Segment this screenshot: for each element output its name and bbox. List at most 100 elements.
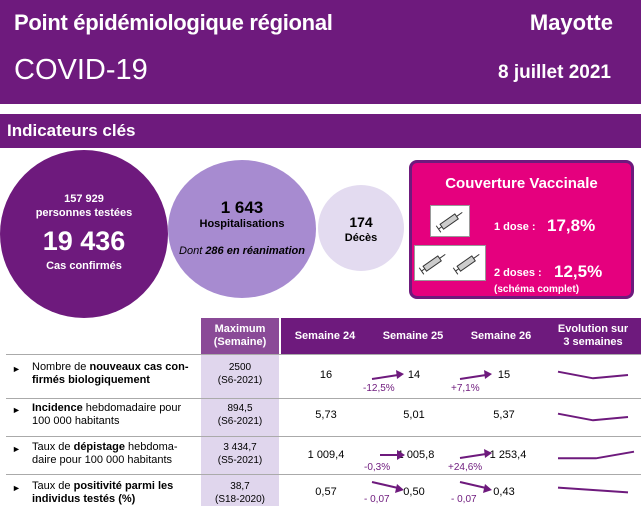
- value-w25: 14: [407, 369, 421, 381]
- icu-suffix: en réanimation: [223, 245, 305, 257]
- syringe-icon: [414, 245, 486, 281]
- header-evolution: Evolution sur 3 semaines: [545, 318, 641, 354]
- arrow-icon: [459, 370, 492, 380]
- label-bold: dépistage: [73, 441, 125, 453]
- label-pre: Taux de: [32, 480, 74, 492]
- trend-sparkline: [557, 486, 629, 494]
- cases-circle: 157 929 personnes testées 19 436 Cas con…: [0, 150, 168, 318]
- arrow-icon: [459, 481, 492, 493]
- value-w26: 15: [497, 369, 511, 381]
- header-max-line1: Maximum: [214, 323, 266, 335]
- max-cell: 2500 (S6-2021): [201, 361, 279, 387]
- deaths-circle: 174 Décès: [318, 185, 404, 271]
- trend-sparkline: [557, 370, 629, 380]
- report-date: 8 juillet 2021: [497, 62, 611, 83]
- row-divider: [6, 474, 641, 475]
- change-w26: - 0,07: [451, 494, 477, 505]
- max-value: 2500: [228, 362, 252, 373]
- section-title: Indicateurs clés: [7, 121, 136, 140]
- dose1-value: 17,8%: [547, 216, 596, 235]
- header-banner: Point épidémiologique régional Mayotte C…: [0, 0, 641, 104]
- value-w24: 0,57: [315, 486, 337, 498]
- sparkline-path: [557, 450, 635, 460]
- max-week: (S18-2020): [214, 494, 266, 505]
- page-subtitle: COVID-19: [14, 54, 148, 86]
- row-bullet: ►: [12, 364, 21, 374]
- sparkline-path: [557, 412, 629, 422]
- dose2-value: 12,5%: [554, 262, 603, 281]
- cases-label: Cas confirmés: [46, 260, 122, 272]
- vaccination-card: Couverture Vaccinale 1 dose : 17,8% 2 do…: [409, 160, 634, 299]
- label-bold: Incidence: [32, 402, 83, 414]
- value-w26: 5,37: [493, 409, 515, 421]
- region-name: Mayotte: [529, 10, 613, 35]
- row-bullet: ►: [12, 444, 21, 454]
- label-pre: Taux de: [32, 441, 74, 453]
- max-cell: 3 434,7 (S5-2021): [201, 441, 279, 467]
- value-w25: 0,50: [403, 486, 425, 498]
- change-w26: +7,1%: [451, 383, 480, 394]
- max-value: 894,5: [227, 403, 253, 414]
- page-title: Point épidémiologique régional: [14, 10, 333, 35]
- header-week24: Semaine 24: [281, 318, 369, 354]
- arrow-icon: [380, 450, 405, 460]
- header-max-line2: (Semaine): [213, 336, 267, 348]
- trend-sparkline: [557, 450, 635, 460]
- indicator-label: Taux de positivité parmi les individus t…: [32, 480, 200, 506]
- syringe-icon: [430, 205, 470, 237]
- max-cell: 38,7 (S18-2020): [201, 480, 279, 506]
- sparkline-path: [557, 486, 629, 494]
- arrow-icon: [371, 481, 404, 493]
- row-divider: [6, 398, 641, 399]
- max-value: 38,7: [230, 481, 250, 492]
- arrow-icon: [459, 449, 492, 459]
- sparkline-path: [557, 370, 629, 380]
- value-w26: 0,43: [493, 486, 515, 498]
- label-pre: Nombre de: [32, 361, 90, 373]
- trend-sparkline: [557, 412, 629, 422]
- label-post: parmi les individus testés (%): [32, 480, 174, 505]
- icu-value: 286: [205, 245, 224, 257]
- max-week: (S6-2021): [217, 375, 263, 386]
- arrow-icon: [371, 370, 404, 380]
- vaccination-title: Couverture Vaccinale: [445, 175, 598, 192]
- max-cell: 894,5 (S6-2021): [201, 402, 279, 428]
- indicator-label: Taux de dépistage hebdoma-daire pour 100…: [32, 441, 200, 467]
- label-bold: nouveaux cas con-firmés biologiquement: [32, 361, 189, 386]
- value-w24: 5,73: [315, 409, 337, 421]
- hospital-circle: 1 643 Hospitalisations Dont 286 en réani…: [168, 160, 316, 298]
- icu-prefix: Dont: [179, 245, 206, 257]
- row-bullet: ►: [12, 483, 21, 493]
- max-column-bg: [201, 354, 279, 506]
- header-maximum: Maximum (Semaine): [201, 318, 279, 354]
- label-post: hebdoma-daire pour 100 000 habitants: [32, 441, 178, 466]
- deaths-value: 174: [349, 214, 373, 230]
- header-week26: Semaine 26: [457, 318, 545, 354]
- row-bullet: ►: [12, 405, 21, 415]
- change-w25: - 0,07: [364, 494, 390, 505]
- value-w24: 1 009,4: [307, 449, 345, 461]
- value-w25: 5,01: [403, 409, 425, 421]
- row-divider: [6, 354, 641, 355]
- deaths-label: Décès: [344, 232, 378, 244]
- indicator-label: Nombre de nouveaux cas con-firmés biolog…: [32, 361, 200, 387]
- value-w26: 1 253,4: [489, 449, 527, 461]
- tested-count: 157 929 personnes testées: [0, 192, 168, 220]
- row-divider: [6, 436, 641, 437]
- cases-value: 19 436: [42, 226, 126, 256]
- value-w25: 1 005,8: [397, 449, 435, 461]
- hosp-label: Hospitalisations: [199, 218, 285, 230]
- max-week: (S6-2021): [217, 416, 263, 427]
- max-value: 3 434,7: [223, 442, 257, 453]
- label-post: hebdomadaire pour 100 000 habitants: [32, 402, 182, 427]
- icu-note: Dont 286 en réanimation: [178, 244, 306, 258]
- label-bold: positivité: [73, 480, 122, 492]
- change-w25: -0,3%: [364, 462, 391, 473]
- header-evo-line2: 3 semaines: [563, 336, 623, 348]
- tested-label: personnes testées: [35, 207, 133, 219]
- hosp-value: 1 643: [220, 198, 264, 217]
- indicator-label: Incidence hebdomadaire pour 100 000 habi…: [32, 402, 200, 428]
- max-week: (S5-2021): [217, 455, 263, 466]
- tested-value: 157 929: [64, 193, 104, 205]
- value-w24: 16: [319, 369, 333, 381]
